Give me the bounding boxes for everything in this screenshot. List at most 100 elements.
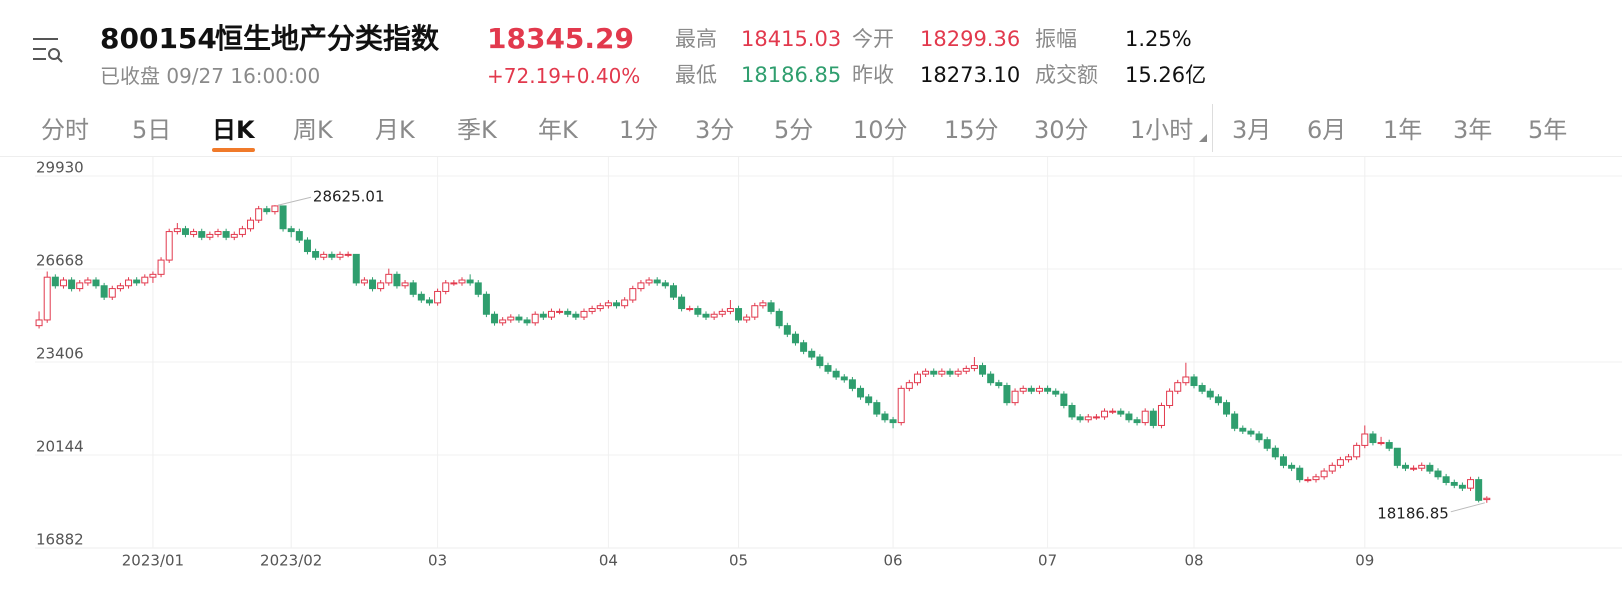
candle-body — [385, 273, 393, 284]
candle-body — [596, 305, 604, 310]
x-tick-label: 06 — [884, 552, 903, 570]
candle-body — [987, 373, 995, 384]
menu-icon[interactable] — [30, 36, 66, 66]
candle-body — [865, 396, 873, 404]
candle-body — [604, 302, 612, 307]
annotation-line — [1450, 502, 1485, 513]
candle-body — [767, 302, 775, 312]
candle-body — [694, 308, 702, 315]
tab[interactable]: 5分 — [774, 116, 814, 144]
candle-body — [889, 419, 897, 424]
candle-body — [230, 233, 238, 238]
candle-body — [214, 231, 222, 235]
candle-body — [759, 302, 767, 307]
candle-body — [100, 285, 108, 298]
candle-body — [1247, 430, 1255, 435]
candle-body — [873, 402, 881, 415]
candle-body — [718, 310, 726, 315]
x-tick-label: 2023/01 — [122, 552, 184, 570]
candle-body — [409, 282, 417, 295]
symbol: 800154 — [100, 22, 217, 55]
candle-body — [1076, 416, 1084, 421]
tab[interactable]: 5日 — [132, 116, 172, 144]
tab[interactable]: 1小时 — [1130, 116, 1194, 144]
candle-body — [190, 231, 198, 235]
candle-body — [556, 310, 564, 313]
tab[interactable]: 6月 — [1307, 116, 1347, 144]
tab[interactable]: 10分 — [853, 116, 908, 144]
tab[interactable]: 30分 — [1034, 116, 1089, 144]
tab[interactable]: 1年 — [1383, 116, 1423, 144]
candle-body — [1385, 442, 1393, 449]
candle-body — [165, 231, 173, 261]
tab[interactable]: 3分 — [695, 116, 735, 144]
tab[interactable]: 日K — [212, 116, 255, 144]
candle-body — [580, 310, 588, 318]
candle-body — [51, 276, 59, 287]
candle-body — [466, 279, 474, 284]
candle-body — [1328, 464, 1336, 472]
tab[interactable]: 分时 — [41, 116, 89, 144]
candle-body — [125, 279, 133, 287]
candle-body — [1401, 464, 1409, 469]
candle-body — [482, 293, 490, 315]
candle-body — [43, 276, 51, 321]
candle-body — [198, 231, 206, 238]
tab[interactable]: 月K — [375, 116, 415, 144]
candle-body — [979, 365, 987, 375]
candle-body — [531, 313, 539, 324]
tab[interactable]: 1分 — [619, 116, 659, 144]
stat-value: 15.26亿 — [1125, 63, 1207, 87]
candle-body — [840, 376, 848, 381]
candle-body — [1003, 385, 1011, 404]
stat-label: 振幅 — [1035, 27, 1077, 51]
stat-value: 18299.36 — [920, 27, 1021, 51]
y-tick-label: 23406 — [36, 345, 84, 363]
candle-body — [173, 228, 181, 233]
candle-body — [645, 279, 653, 284]
candle-body — [1312, 476, 1320, 481]
candle-body — [491, 313, 499, 324]
max-label: 28625.01 — [313, 188, 385, 206]
candle-body — [669, 285, 677, 298]
candle-body — [661, 282, 669, 287]
tab[interactable]: 15分 — [944, 116, 999, 144]
candle-body — [303, 239, 311, 253]
candle-body — [1345, 456, 1353, 461]
candle-body — [1296, 467, 1304, 481]
candle-body — [613, 302, 621, 307]
candle-body — [1288, 464, 1296, 469]
candle-body — [434, 290, 442, 304]
stat-label: 成交额 — [1035, 63, 1098, 87]
candle-body — [59, 279, 67, 287]
candle-body — [1068, 404, 1076, 418]
price: 18345.29 — [487, 22, 635, 55]
candle-body — [1467, 479, 1475, 489]
x-tick-label: 03 — [428, 552, 447, 570]
tab[interactable]: 5年 — [1528, 116, 1568, 144]
candle-body — [808, 350, 816, 358]
tab[interactable]: 年K — [538, 116, 578, 144]
candle-body — [1125, 413, 1133, 421]
candle-body — [1410, 467, 1418, 470]
tab[interactable]: 3月 — [1232, 116, 1272, 144]
candle-body — [1084, 416, 1092, 421]
candle-body — [1117, 410, 1125, 415]
tab[interactable]: 季K — [457, 116, 497, 144]
candle-body — [1101, 410, 1109, 418]
candle-body — [930, 370, 938, 375]
candle-body — [507, 316, 515, 321]
candle-body — [1369, 433, 1377, 444]
candle-body — [515, 316, 523, 321]
x-tick-label: 2023/02 — [260, 552, 322, 570]
candle-body — [1239, 427, 1247, 432]
candle-body — [1458, 484, 1466, 489]
candle-body — [1279, 456, 1287, 466]
tab[interactable]: 3年 — [1453, 116, 1493, 144]
stat-label: 今开 — [852, 27, 894, 51]
candle-body — [816, 356, 824, 367]
y-tick-label: 29930 — [36, 159, 84, 177]
tab-underline — [212, 148, 255, 152]
candle-body — [1182, 376, 1190, 384]
tab[interactable]: 周K — [293, 116, 333, 144]
